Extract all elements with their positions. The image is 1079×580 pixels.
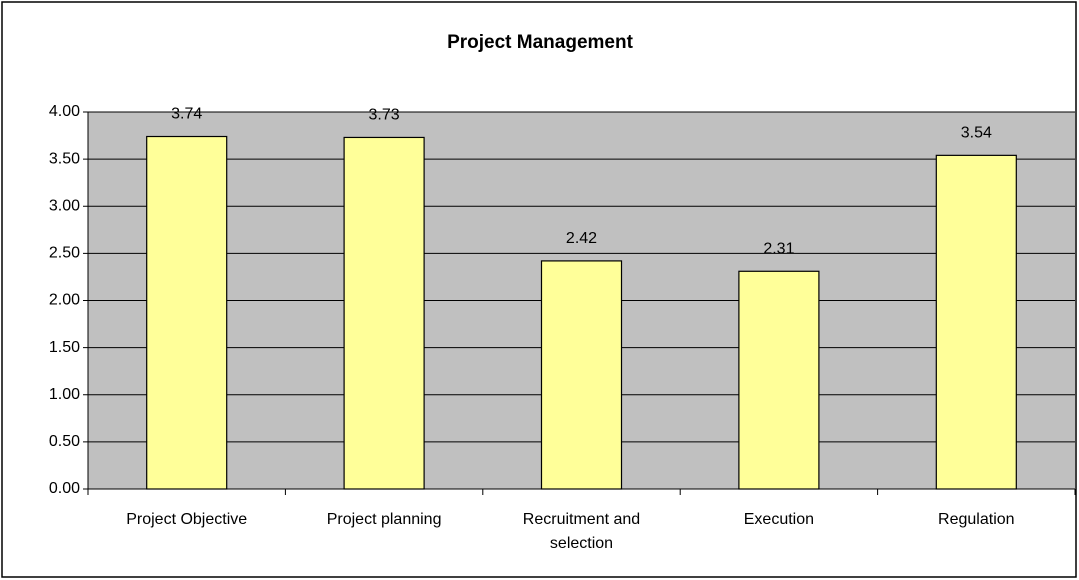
bar xyxy=(738,270,820,490)
x-tick-label: Project planning xyxy=(326,511,442,528)
y-tick-label: 2.00 xyxy=(49,292,80,309)
data-label: 2.31 xyxy=(763,241,794,258)
y-tick-label: 4.00 xyxy=(49,103,80,120)
x-tick-label: Recruitment and selection xyxy=(522,511,641,552)
x-tick-label: Project Objective xyxy=(126,511,248,528)
bar xyxy=(540,260,623,490)
x-tick-label: Regulation xyxy=(938,511,1015,528)
data-label: 3.73 xyxy=(369,107,400,124)
y-tick-label: 0.50 xyxy=(49,433,80,450)
data-label: 2.42 xyxy=(566,230,597,247)
y-tick-label: 1.50 xyxy=(49,339,80,356)
bar xyxy=(935,154,1017,490)
y-tick-label: 1.00 xyxy=(49,386,80,403)
data-label: 3.54 xyxy=(961,125,992,142)
bar xyxy=(146,135,228,490)
bar xyxy=(343,136,425,490)
x-tick-label: Execution xyxy=(743,511,815,528)
y-tick-label: 3.00 xyxy=(49,197,80,214)
data-label: 3.74 xyxy=(171,106,202,123)
y-tick-label: 3.50 xyxy=(49,150,80,167)
chart-title: Project Management xyxy=(447,32,633,53)
y-tick-label: 0.00 xyxy=(49,480,80,497)
y-tick-label: 2.50 xyxy=(49,245,80,262)
